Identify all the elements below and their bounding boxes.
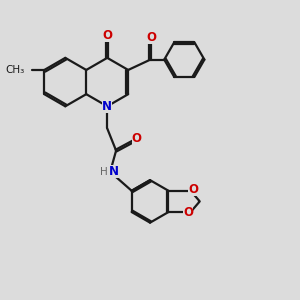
Text: O: O [102, 29, 112, 42]
Text: N: N [102, 100, 112, 113]
Text: O: O [132, 132, 142, 145]
Text: CH₃: CH₃ [5, 65, 25, 75]
Text: O: O [188, 183, 198, 196]
Text: N: N [109, 165, 119, 178]
Text: O: O [146, 31, 156, 44]
Text: H: H [100, 167, 108, 177]
Text: O: O [183, 206, 193, 219]
